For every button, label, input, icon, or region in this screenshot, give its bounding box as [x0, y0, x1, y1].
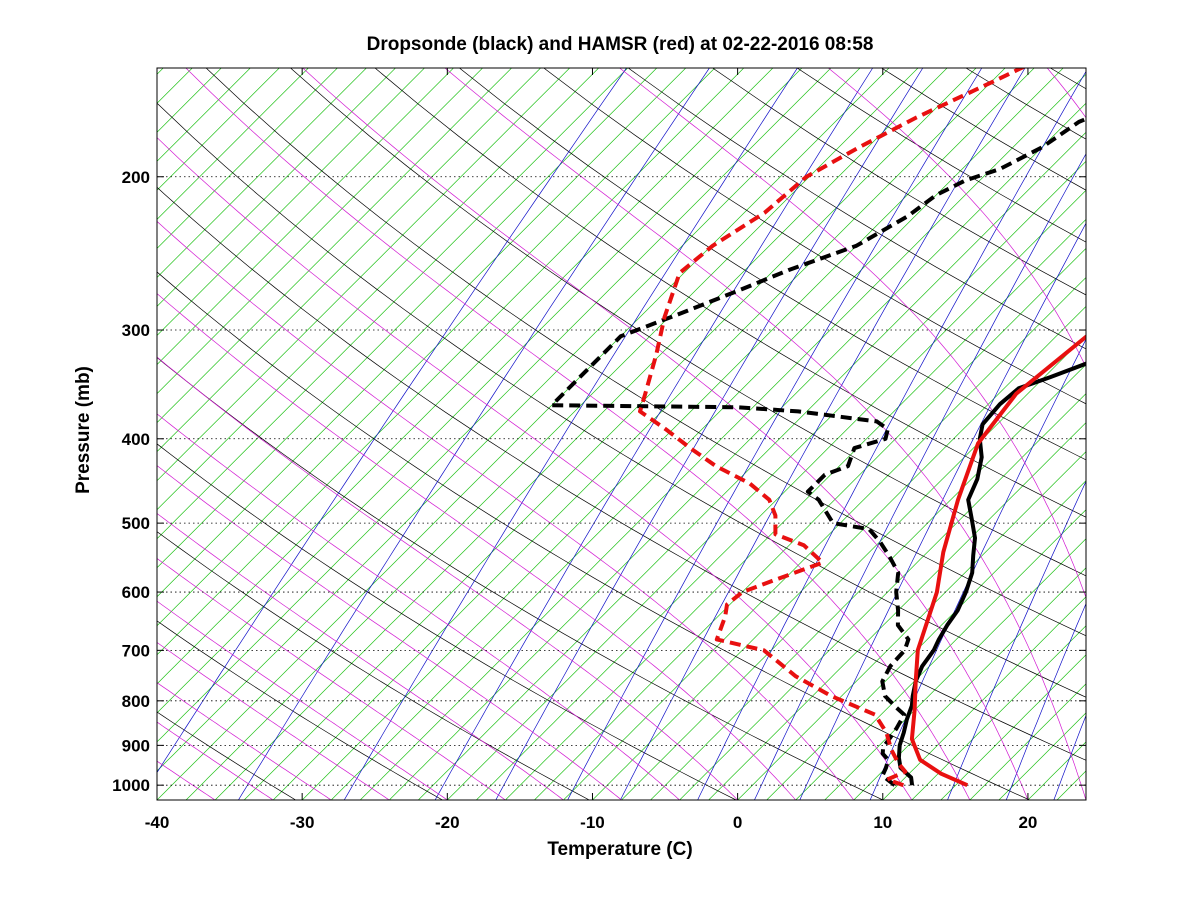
isotherm-line — [0, 68, 47, 800]
isotherm-line — [0, 68, 134, 800]
isotherm-line — [0, 68, 18, 800]
x-tick-label: -30 — [290, 813, 315, 832]
mixing-ratio-line — [1106, 68, 1200, 800]
x-tick-label: -20 — [435, 813, 460, 832]
x-axis-label: Temperature (C) — [547, 839, 692, 860]
plot-background — [157, 68, 1086, 800]
isotherm-line — [0, 68, 76, 800]
y-tick-label: 200 — [122, 168, 150, 187]
y-tick-label: 400 — [122, 430, 150, 449]
y-tick-label: 1000 — [112, 776, 150, 795]
isotherm-line — [1144, 68, 1200, 800]
y-tick-label: 600 — [122, 583, 150, 602]
y-tick-label: 800 — [122, 692, 150, 711]
isotherm-line — [1115, 68, 1200, 800]
y-tick-label: 700 — [122, 641, 150, 660]
isotherm-line — [1086, 68, 1200, 800]
isotherm-line — [1173, 68, 1200, 800]
y-axis-label: Pressure (mb) — [73, 366, 94, 494]
x-tick-label: -40 — [145, 813, 170, 832]
chart-title: Dropsonde (black) and HAMSR (red) at 02-… — [367, 34, 874, 55]
dry-adiabat-line — [1135, 68, 1200, 800]
x-tick-label: 20 — [1018, 813, 1037, 832]
x-tick-label: 10 — [873, 813, 892, 832]
mixing-ratio-line — [1159, 68, 1200, 800]
y-tick-label: 900 — [122, 736, 150, 755]
x-tick-label: 0 — [733, 813, 742, 832]
y-tick-label: 300 — [122, 321, 150, 340]
x-tick-label: -10 — [580, 813, 605, 832]
y-tick-label: 500 — [122, 514, 150, 533]
